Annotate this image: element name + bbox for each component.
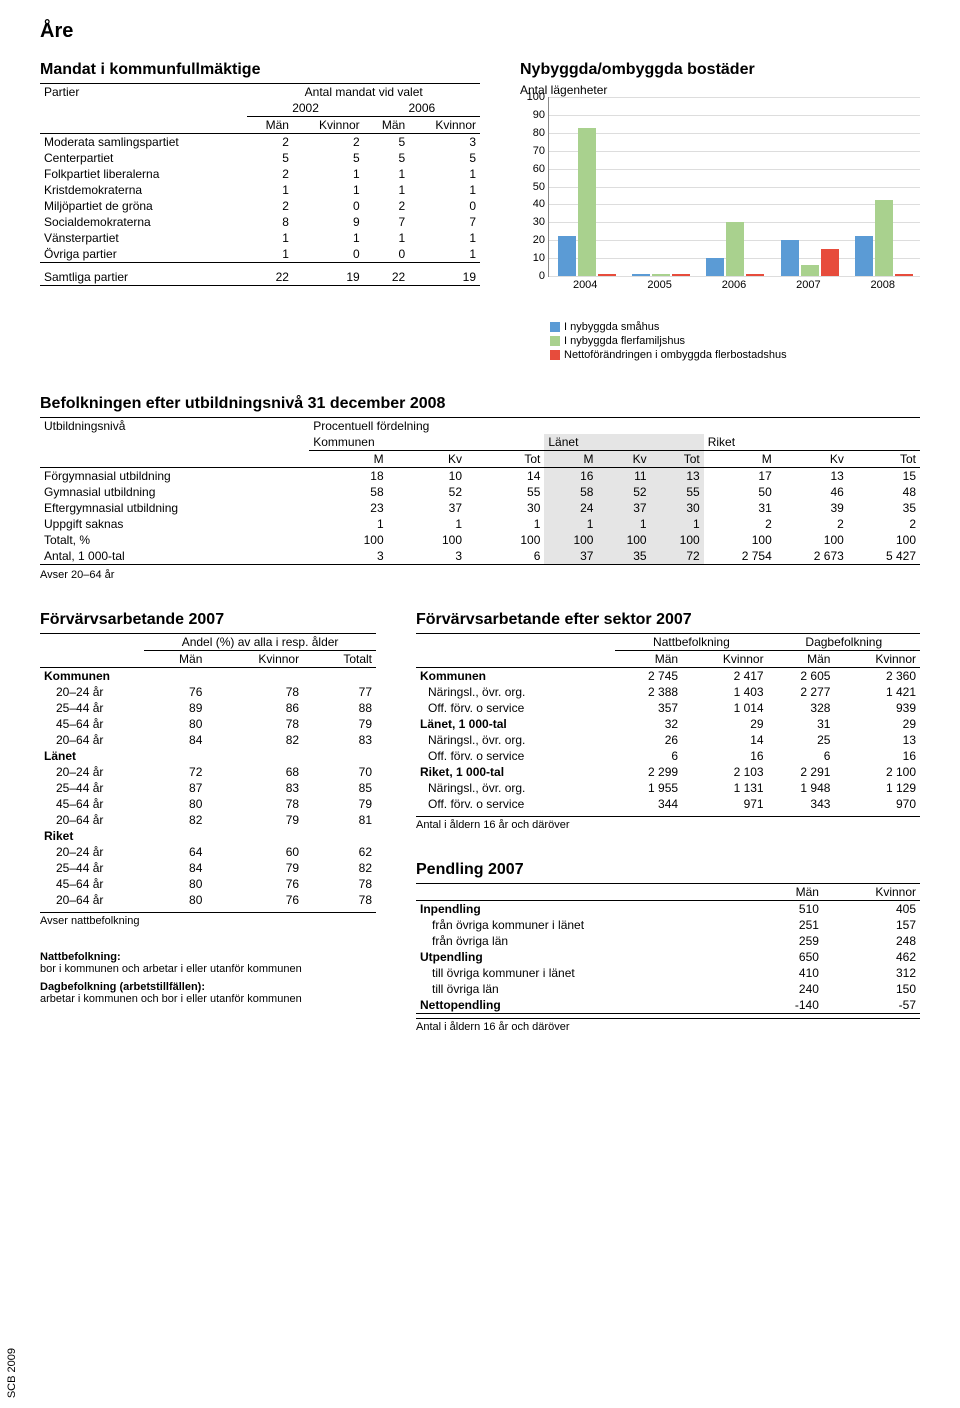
- h: Män: [144, 651, 206, 668]
- mandat-total-label: Samtliga partier: [40, 269, 247, 286]
- def1: bor i kommunen och arbetar i eller utanf…: [40, 963, 376, 975]
- befolk-note: Avser 20–64 år: [40, 569, 920, 581]
- hdr-kom: Kommunen: [309, 434, 544, 451]
- c: M: [309, 451, 387, 468]
- page-title: Åre: [40, 20, 920, 43]
- nybygg-subtitle: Antal lägenheter: [520, 83, 920, 97]
- hdr-lan: Länet: [544, 434, 703, 451]
- mandat-title: Mandat i kommunfullmäktige: [40, 61, 480, 79]
- footer: SCB 2009: [6, 1348, 18, 1398]
- pendling-table: Män Kvinnor Inpendling510405från övriga …: [416, 883, 920, 1014]
- nybygg-title: Nybyggda/ombyggda bostäder: [520, 61, 920, 79]
- hdr-man2: Män: [364, 117, 410, 134]
- c: Kv: [597, 451, 650, 468]
- hdr-kv2: Kvinnor: [409, 117, 480, 134]
- c: Kv: [776, 451, 848, 468]
- h: Män: [768, 651, 835, 668]
- hdr-partier: Partier: [40, 84, 247, 101]
- befolk-title: Befolkningen efter utbildningsnivå 31 de…: [40, 395, 920, 413]
- befolk-table: Utbildningsnivå Procentuell fördelning K…: [40, 417, 920, 565]
- hdr-y1: 2002: [247, 100, 363, 117]
- c: Tot: [848, 451, 920, 468]
- hdr-proc: Procentuell fördelning: [309, 418, 544, 435]
- sektor-table: Nattbefolkning Dagbefolkning Män Kvinnor…: [416, 633, 920, 812]
- def2: arbetar i kommunen och bor i eller utanf…: [40, 993, 376, 1005]
- h: Män: [615, 651, 682, 668]
- hdr-man: Män: [247, 117, 293, 134]
- nybygg-chart: 0102030405060708090100 20042005200620072…: [520, 97, 920, 361]
- c: Kv: [388, 451, 466, 468]
- forvarv-table: Andel (%) av alla i resp. ålder Män Kvin…: [40, 633, 376, 908]
- c: M: [544, 451, 597, 468]
- c: Tot: [466, 451, 544, 468]
- h: Totalt: [303, 651, 376, 668]
- hdr-kv: Kvinnor: [293, 117, 364, 134]
- h: Kvinnor: [834, 651, 920, 668]
- c: Tot: [651, 451, 704, 468]
- h: Dagbefolkning: [768, 634, 920, 651]
- pendling-note: Antal i åldern 16 år och däröver: [416, 1018, 920, 1033]
- c: M: [704, 451, 776, 468]
- hdr-rik: Riket: [704, 434, 920, 451]
- forvarv-title: Förvärvsarbetande 2007: [40, 611, 376, 629]
- mandat-total-d: 19: [409, 269, 480, 286]
- mandat-total-c: 22: [364, 269, 410, 286]
- hdr-utv: Utbildningsnivå: [40, 418, 309, 435]
- def2t: Dagbefolkning (arbetstillfällen):: [40, 981, 376, 993]
- h: Kvinnor: [823, 884, 920, 901]
- mandat-table: Partier Antal mandat vid valet 2002 2006…: [40, 83, 480, 286]
- h: Män: [759, 884, 823, 901]
- hdr-y2: 2006: [364, 100, 480, 117]
- forvarv-note: Avser nattbefolkning: [40, 912, 376, 927]
- h: Kvinnor: [682, 651, 768, 668]
- h: Kvinnor: [206, 651, 303, 668]
- pendling-title: Pendling 2007: [416, 861, 920, 879]
- h: Andel (%) av alla i resp. ålder: [144, 634, 376, 651]
- sektor-note: Antal i åldern 16 år och däröver: [416, 816, 920, 831]
- mandat-total-a: 22: [247, 269, 293, 286]
- sektor-title: Förvärvsarbetande efter sektor 2007: [416, 611, 920, 629]
- h: Nattbefolkning: [615, 634, 767, 651]
- mandat-total-b: 19: [293, 269, 364, 286]
- hdr-antal: Antal mandat vid valet: [247, 84, 480, 101]
- def1t: Nattbefolkning:: [40, 951, 376, 963]
